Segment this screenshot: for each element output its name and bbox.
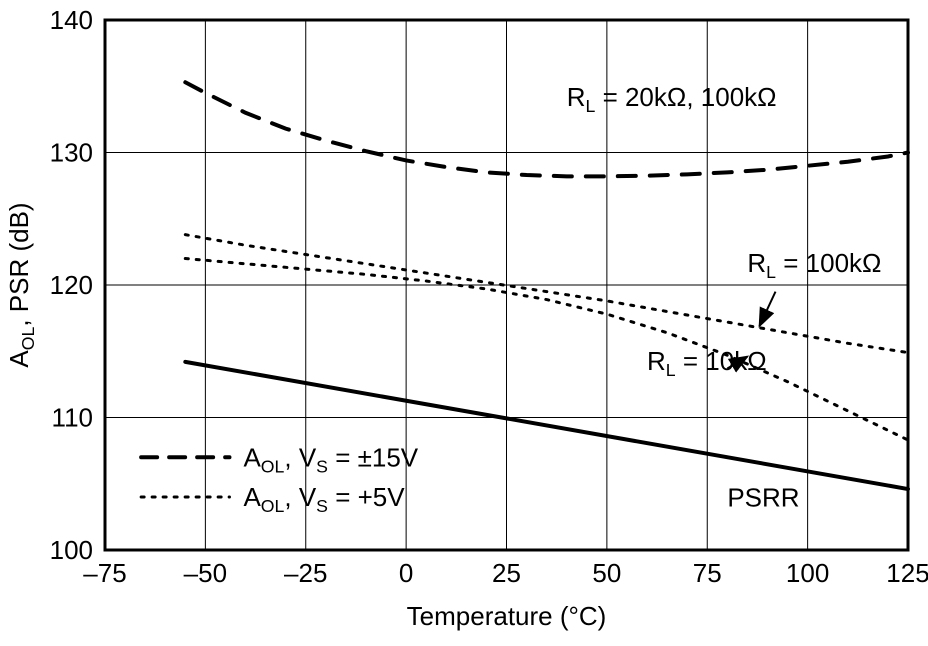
x-tick-label: 125 — [886, 558, 928, 588]
chart-svg: –75–50–250255075100125100110120130140Tem… — [0, 0, 928, 646]
y-tick-label: 100 — [50, 535, 93, 565]
x-tick-label: –25 — [284, 558, 327, 588]
x-axis-label: Temperature (°C) — [407, 601, 607, 631]
x-tick-label: 25 — [492, 558, 521, 588]
x-tick-label: 75 — [693, 558, 722, 588]
x-tick-label: 50 — [592, 558, 621, 588]
annotation-rl_20k_100k: RL = 20kΩ, 100kΩ — [567, 82, 777, 116]
x-tick-label: –50 — [184, 558, 227, 588]
y-tick-label: 110 — [52, 403, 93, 433]
annotation-rl_10k: RL = 10kΩ — [647, 346, 767, 380]
annotation-psrr_label: PSRR — [727, 482, 799, 512]
chart-container: –75–50–250255075100125100110120130140Tem… — [0, 0, 928, 646]
x-tick-label: 0 — [399, 558, 413, 588]
y-tick-label: 120 — [50, 270, 93, 300]
y-tick-label: 140 — [50, 5, 93, 35]
x-tick-label: 100 — [786, 558, 829, 588]
y-tick-label: 130 — [50, 138, 93, 168]
